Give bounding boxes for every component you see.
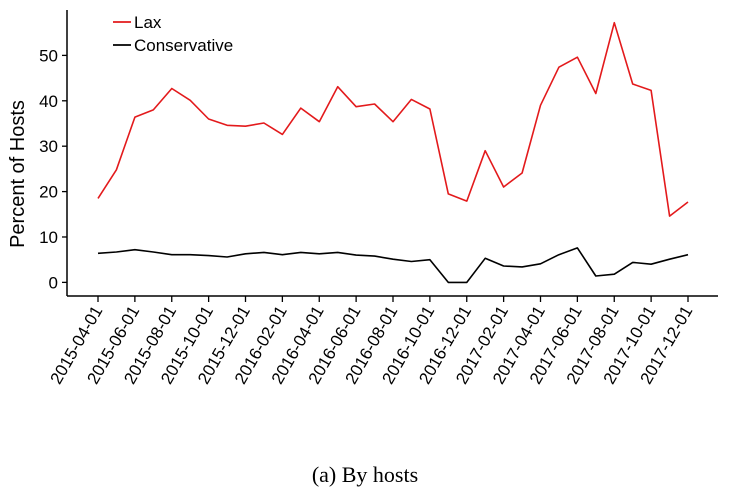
figure-caption: (a) By hosts bbox=[311, 462, 419, 487]
legend-label-lax: Lax bbox=[134, 13, 162, 32]
series-line-conservative bbox=[97, 247, 689, 284]
y-axis-label: Percent of Hosts bbox=[7, 100, 29, 248]
y-axis-ticks: 0 10 20 30 40 50 bbox=[39, 46, 67, 292]
y-tick-label: 20 bbox=[39, 183, 58, 202]
y-tick-label: 50 bbox=[39, 46, 58, 65]
y-tick-label: 10 bbox=[39, 228, 58, 247]
series-line-lax bbox=[97, 21, 689, 217]
legend-label-conservative: Conservative bbox=[134, 36, 233, 55]
x-axis-ticks: 2015-04-012015-06-012015-08-012015-10-01… bbox=[47, 296, 696, 387]
y-tick-label: 0 bbox=[49, 273, 58, 292]
series-lines bbox=[97, 21, 689, 284]
y-tick-label: 30 bbox=[39, 137, 58, 156]
legend: Lax Conservative bbox=[113, 13, 233, 55]
y-tick-label: 40 bbox=[39, 92, 58, 111]
